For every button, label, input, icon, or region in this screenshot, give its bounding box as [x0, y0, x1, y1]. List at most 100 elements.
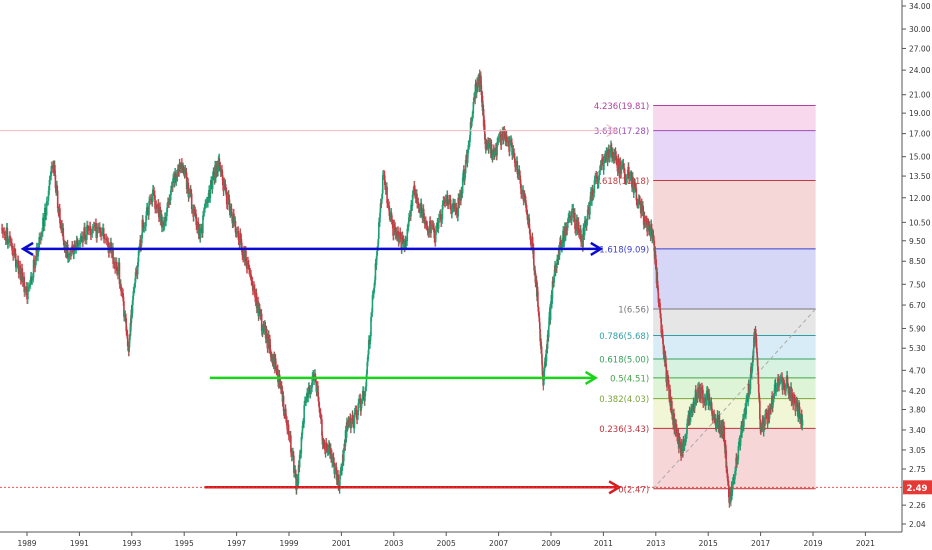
y-tick-label: 27.00 — [909, 44, 931, 53]
price-candle — [734, 470, 736, 480]
x-tick-label: 1997 — [227, 539, 246, 548]
price-candle — [388, 205, 391, 216]
price-candle — [274, 358, 277, 367]
price-candle — [633, 182, 635, 194]
price-candle — [526, 209, 528, 215]
price-candle — [152, 189, 155, 192]
price-candle — [172, 178, 174, 188]
price-candle — [574, 212, 576, 229]
price-candle — [748, 389, 751, 393]
price-candle — [643, 216, 646, 224]
price-candle — [586, 209, 589, 221]
price-candle — [68, 257, 70, 258]
price-candle — [287, 424, 290, 436]
price-candle — [509, 140, 511, 152]
price-candle — [322, 442, 325, 444]
price-candle — [162, 221, 165, 227]
price-candle — [123, 301, 125, 317]
x-tick-label: 2017 — [751, 539, 770, 548]
price-candle — [87, 229, 90, 231]
price-candle — [151, 189, 154, 202]
price-candle — [378, 221, 381, 223]
price-candle — [592, 192, 595, 196]
price-series — [0, 69, 804, 508]
price-candle — [620, 164, 623, 174]
price-candle — [416, 193, 418, 204]
price-candle — [589, 200, 591, 215]
price-candle — [381, 193, 383, 200]
price-candle — [169, 190, 172, 201]
price-candle — [337, 474, 340, 487]
price-candle — [427, 230, 430, 234]
price-candle — [300, 437, 303, 454]
price-candle — [39, 237, 41, 240]
price-candle — [251, 280, 253, 282]
price-candle — [49, 175, 52, 180]
price-candle — [85, 239, 87, 241]
price-candle — [247, 261, 250, 265]
price-candle — [772, 400, 774, 408]
price-candle — [142, 219, 144, 227]
price-candle — [386, 186, 388, 204]
price-candle — [305, 398, 308, 402]
price-candle — [731, 481, 734, 492]
price-candle — [34, 260, 37, 268]
price-candle — [530, 243, 533, 246]
price-candle — [326, 448, 329, 452]
price-candle — [311, 376, 314, 388]
y-axis[interactable]: 2.04 2.26 2.75 3.05 3.40 3.80 4.20 4.70 5.30 5.90… — [902, 2, 931, 529]
price-candle — [738, 442, 740, 447]
price-candle — [779, 379, 781, 381]
price-candle — [38, 237, 40, 248]
price-candle — [285, 418, 288, 421]
price-candle — [369, 336, 372, 345]
price-candle — [608, 148, 610, 158]
fib-level-label: 0.236(3.43) — [599, 425, 649, 435]
price-candle — [195, 213, 197, 226]
price-candle — [236, 231, 238, 234]
price-candle — [759, 419, 762, 429]
price-candle — [760, 426, 762, 431]
price-candle — [593, 180, 596, 193]
price-candle — [525, 200, 527, 208]
price-candle — [71, 245, 74, 249]
price-candle — [48, 179, 51, 191]
fib-level-label: 0.786(5.68) — [599, 332, 649, 342]
price-candle — [345, 422, 348, 438]
last-price-line: 2.49 — [0, 480, 932, 495]
y-tick-label: 2.26 — [909, 501, 926, 510]
price-candle — [637, 198, 640, 204]
price-candle — [635, 188, 638, 201]
price-candle — [25, 286, 27, 291]
price-candle — [791, 393, 794, 399]
price-candle — [769, 407, 771, 409]
price-candle — [328, 444, 331, 447]
price-candle — [661, 329, 664, 336]
fib-band — [653, 248, 816, 309]
price-candle — [598, 170, 601, 176]
price-candle — [255, 293, 258, 309]
price-candle — [59, 223, 62, 225]
price-candle — [112, 247, 114, 264]
price-candle — [801, 419, 804, 426]
x-axis[interactable]: 1989 1991 1993 1995 1997 1999 2001 2003 2005 2007… — [17, 532, 875, 548]
price-candle — [76, 240, 78, 243]
price-candle — [17, 260, 20, 274]
price-candle — [786, 375, 789, 383]
price-candle — [132, 291, 135, 301]
price-candle — [44, 207, 47, 216]
price-candle — [753, 336, 755, 349]
price-candle — [582, 227, 584, 248]
price-candle — [632, 176, 634, 185]
price-candle — [148, 198, 151, 202]
price-candle — [258, 307, 260, 317]
price-candle — [483, 124, 486, 140]
price-candle — [401, 236, 403, 250]
price-candle — [370, 312, 373, 317]
price-candle — [524, 194, 526, 198]
price-candle — [734, 470, 737, 472]
price-candle — [262, 328, 264, 333]
y-tick-label: 2.75 — [909, 465, 926, 474]
fib-level-label: 2.618(13.18) — [594, 177, 649, 187]
price-candle — [449, 199, 452, 210]
